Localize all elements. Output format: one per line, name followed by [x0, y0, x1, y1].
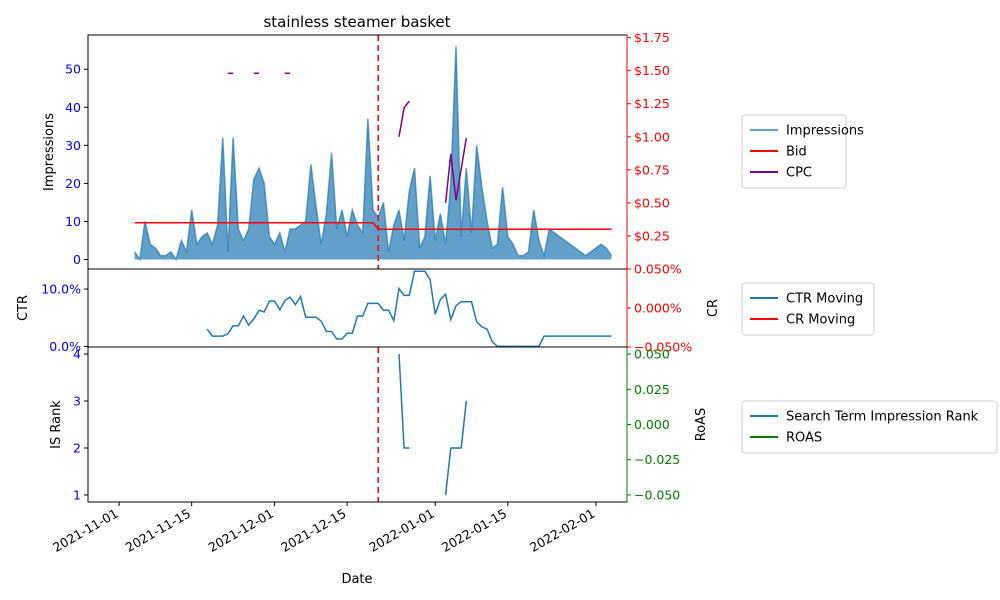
chart-title: stainless steamer basket — [263, 13, 450, 31]
right-tick-label: $1.75 — [634, 30, 670, 45]
right-tick-label: $1.50 — [634, 63, 670, 78]
right-tick-label: −0.050% — [634, 340, 692, 355]
series-cpc-segment — [444, 137, 468, 203]
series-search-term-impression-rank-segment — [398, 353, 410, 449]
left-axis-label: CTR — [16, 295, 31, 321]
left-tick-label: 4 — [73, 347, 81, 362]
series-impressions-area — [134, 46, 612, 260]
rank-panel: 1 2 3 4 −0.050 −0.025 0.000 0.025 0.050 IS Rank Ro… — [49, 346, 709, 503]
legend-label: CTR Moving — [786, 292, 863, 307]
legend-label: Search Term Impression Rank — [786, 410, 979, 425]
right-tick-label: $0.75 — [634, 162, 670, 177]
legend-ctr: CTR Moving CR Moving — [741, 282, 875, 336]
left-axis-label: Impressions — [42, 113, 57, 191]
legend-impressions: Impressions Bid CPC — [741, 114, 864, 189]
left-tick-label: 1 — [73, 487, 81, 502]
left-tick-label: 40 — [65, 100, 81, 115]
right-tick-label: $0.25 — [634, 228, 670, 243]
x-axis-label: Date — [341, 572, 372, 587]
left-axis-label: IS Rank — [49, 400, 64, 449]
right-tick-label: −0.050 — [634, 487, 680, 502]
right-tick-label: 0.050 — [634, 347, 670, 362]
legend-label: ROAS — [786, 431, 822, 446]
legend-label: Impressions — [786, 124, 864, 139]
impressions-panel: 0 10 20 30 40 50 $0.25 $0.50 $0.75 $1.00 $1.25 $1.5… — [42, 30, 670, 270]
left-tick-label: 10 — [65, 214, 81, 229]
legend-box — [741, 282, 875, 336]
right-tick-label: $1.00 — [634, 129, 670, 144]
left-tick-label: 2 — [73, 440, 81, 455]
series-search-term-impression-rank-segment — [444, 400, 468, 496]
left-tick-label: 0.0% — [49, 339, 81, 354]
right-axis-label: RoAS — [694, 408, 709, 442]
legend-rank: Search Term Impression Rank ROAS — [741, 400, 998, 454]
right-tick-label: $1.25 — [634, 96, 670, 111]
legend-label: Bid — [786, 145, 807, 160]
left-tick-label: 20 — [65, 176, 81, 191]
ctr-panel: 0.0% 10.0% −0.050% 0.000% 0.050% CTR CR — [16, 262, 721, 355]
legend-box — [741, 400, 998, 454]
legend-label: CR Moving — [786, 313, 855, 328]
series-cpc-segment — [398, 100, 410, 137]
left-tick-label: 3 — [73, 394, 81, 409]
legend-label: CPC — [786, 166, 812, 181]
legend-box — [741, 114, 847, 189]
right-tick-label: 0.000 — [634, 417, 670, 432]
right-tick-label: 0.025 — [634, 382, 670, 397]
series-bid-segment — [134, 221, 612, 231]
right-tick-label: −0.025 — [634, 452, 680, 467]
left-tick-label: 50 — [65, 62, 81, 77]
left-tick-label: 10.0% — [41, 282, 81, 297]
right-tick-label: 0.050% — [634, 262, 682, 277]
left-tick-label: 30 — [65, 138, 81, 153]
right-tick-label: $0.50 — [634, 195, 670, 210]
series-impressions-line — [133, 46, 613, 262]
left-tick-label: 0 — [73, 252, 81, 267]
right-tick-label: 0.000% — [634, 301, 682, 316]
series-ctr-moving-segment — [206, 270, 612, 348]
right-axis-label: CR — [706, 299, 721, 317]
